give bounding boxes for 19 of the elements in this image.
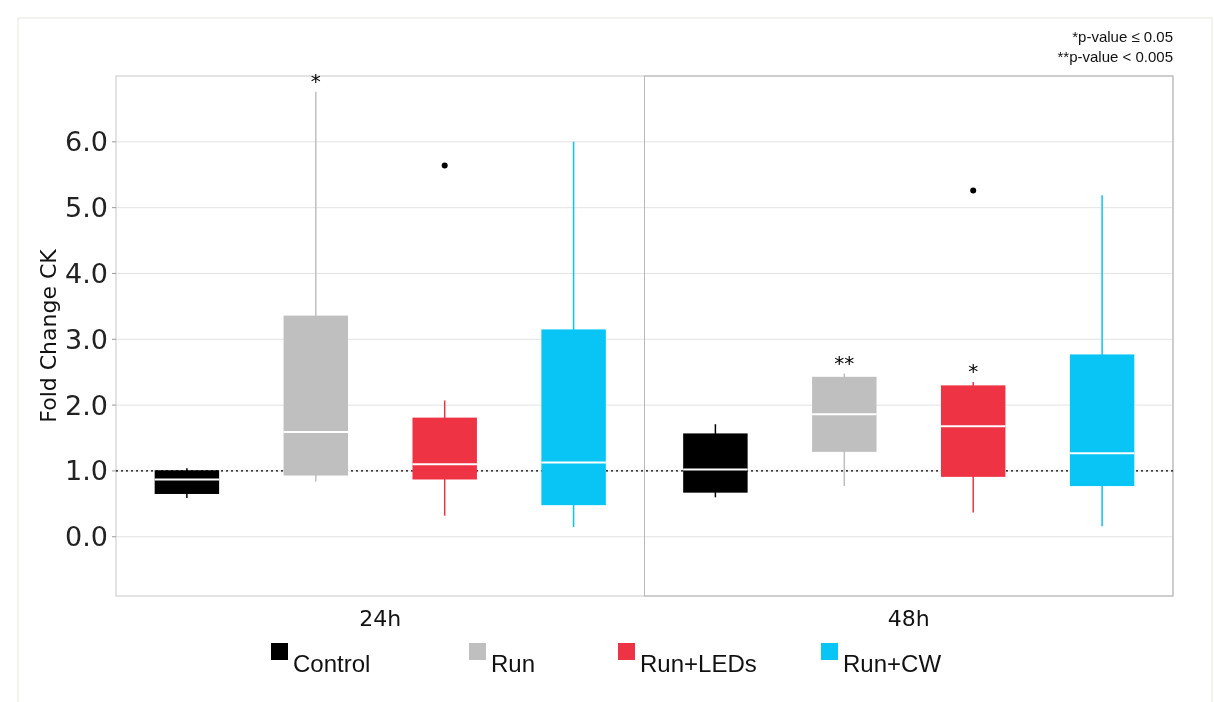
y-tick-label: 4.0 [65, 257, 108, 289]
legend-label: Run+LEDs [640, 650, 757, 677]
legend-label: Run+CW [843, 650, 942, 677]
y-tick-label: 2.0 [65, 389, 108, 421]
annotation: * [310, 68, 321, 93]
y-tick-label: 6.0 [65, 126, 108, 158]
y-tick-label: 1.0 [65, 455, 108, 487]
x-tick-label: 24h [359, 606, 402, 631]
legend-label: Run [491, 650, 536, 677]
annotation: * [968, 359, 979, 384]
annotation: ** [834, 350, 855, 375]
y-axis-title: Fold Change CK [36, 248, 61, 423]
x-tick-label: 48h [887, 606, 930, 631]
y-tick-label: 3.0 [65, 323, 108, 355]
text: **p-value < 0.005 [1057, 48, 1173, 65]
text: *p-value ≤ 0.05 [1072, 28, 1173, 45]
legend-label: Control [293, 650, 371, 677]
y-tick-label: 0.0 [65, 521, 108, 553]
y-tick-label: 5.0 [65, 192, 108, 224]
